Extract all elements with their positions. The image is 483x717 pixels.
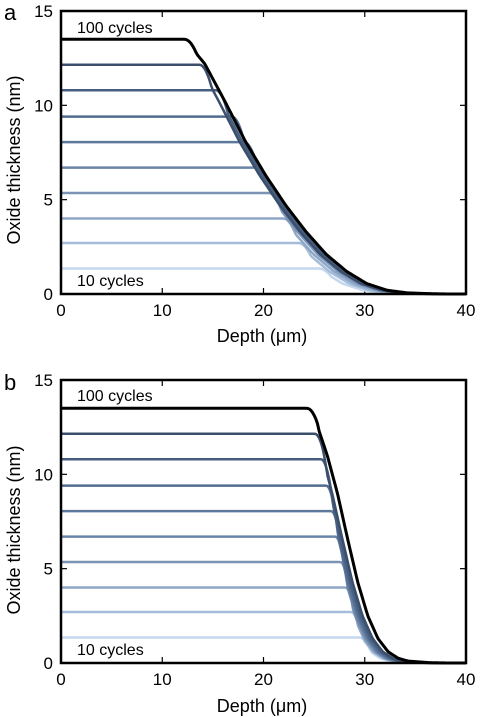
panel-b: b Oxide thickness (nm) Depth (μm) 0 10 20 3… [4, 370, 475, 716]
panel-b-xtick-label-1: 10 [153, 670, 172, 689]
panel-b-xtick-label-2: 20 [254, 670, 273, 689]
panel-b-ytick-label-0: 0 [44, 654, 53, 673]
panel-a: a Oxide thickness (nm) Depth (μm) 0 10 20 3… [4, 0, 475, 346]
panel-b-xtick-label-0: 0 [56, 670, 65, 689]
panel-a-plot-frame [59, 9, 468, 296]
panel-a-annotation-bottom: 10 cycles [77, 273, 144, 290]
panel-a-xtick-label-3: 30 [355, 301, 374, 320]
panel-b-series [61, 406, 466, 665]
panel-b-annotation-bottom: 10 cycles [77, 642, 144, 659]
panel-b-xtick-label-4: 40 [457, 670, 476, 689]
panel-a-series-90-cycles [61, 63, 466, 296]
panel-b-series-90-cycles [61, 432, 466, 665]
panel-a-ytick-label-1: 5 [44, 191, 53, 210]
panel-a-ytick-label-2: 10 [34, 96, 53, 115]
panel-a-xtick-label-4: 40 [457, 301, 476, 320]
panel-b-plot-frame [59, 378, 468, 665]
panel-b-xtick-label-3: 30 [355, 670, 374, 689]
panel-a-xlabel: Depth (μm) [217, 326, 307, 346]
panel-a-annotation-top: 100 cycles [77, 20, 153, 37]
panel-b-ytick-label-3: 15 [34, 371, 53, 390]
panel-a-xtick-label-0: 0 [56, 301, 65, 320]
panel-b-xlabel: Depth (μm) [217, 696, 307, 716]
panel-a-ytick-label-3: 15 [34, 2, 53, 21]
panel-a-xtick-label-1: 10 [153, 301, 172, 320]
panel-a-ylabel: Oxide thickness (nm) [4, 75, 24, 244]
panel-a-xtick-label-2: 20 [254, 301, 273, 320]
panel-b-annotation-top: 100 cycles [77, 388, 153, 405]
panel-b-ylabel: Oxide thickness (nm) [4, 445, 24, 614]
panel-a-series [61, 37, 466, 296]
panel-a-ytick-label-0: 0 [44, 285, 53, 304]
panel-b-ytick-label-2: 10 [34, 465, 53, 484]
panel-b-ytick-label-1: 5 [44, 560, 53, 579]
panel-b-letter: b [4, 370, 16, 395]
panel-b-series-100-cycles [61, 406, 466, 665]
panel-a-series-100-cycles [61, 37, 466, 296]
panel-a-letter: a [4, 0, 17, 25]
